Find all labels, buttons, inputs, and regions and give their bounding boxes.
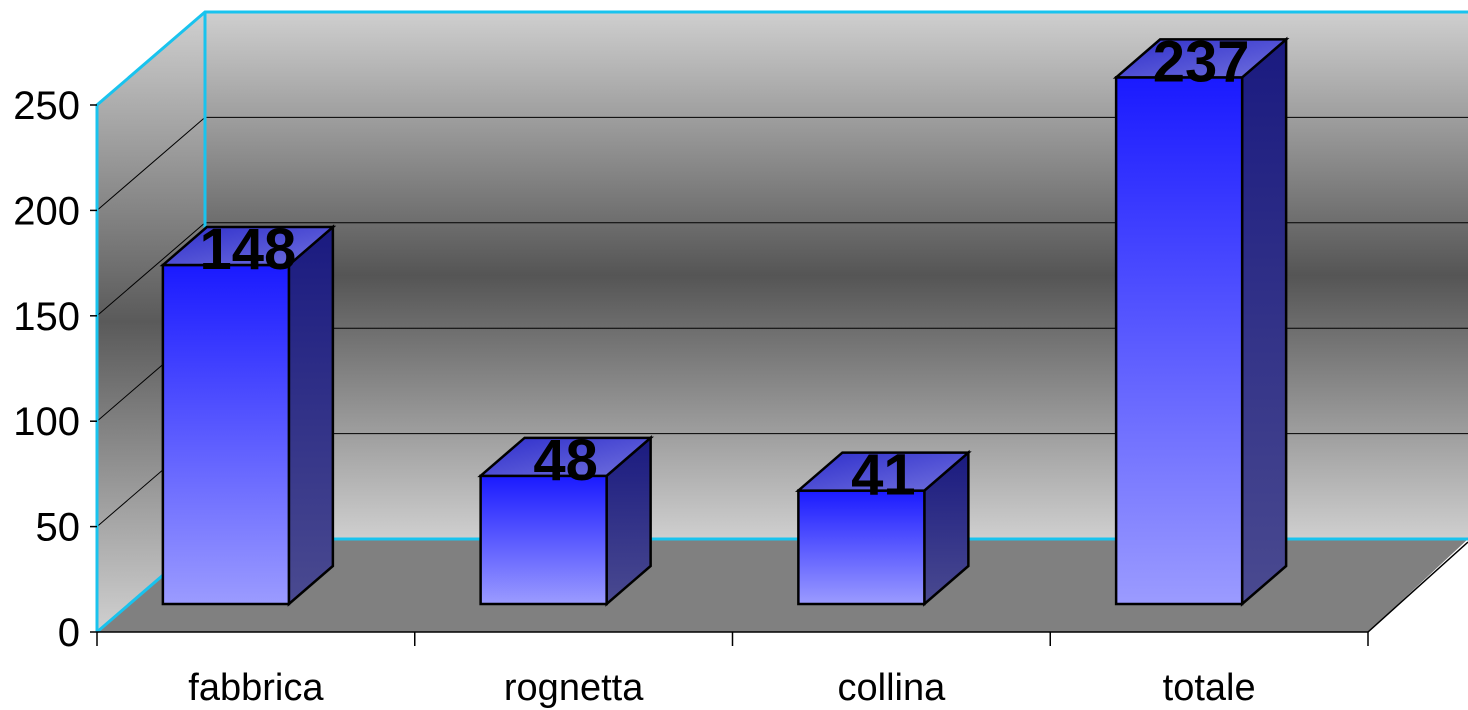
bar-front [1114,76,1244,606]
y-tick-label: 50 [36,506,81,550]
y-tick-label: 250 [13,84,80,128]
bar-top [477,436,654,478]
x-axis [96,541,1468,646]
data-label: 41 [851,443,916,508]
bar-top [1112,38,1290,79]
data-labels: 148 48 41 237 [199,29,1249,507]
bar [1112,36,1290,607]
bar-top [795,451,972,492]
bar [477,435,654,607]
gridline-side [96,222,206,317]
y-tick-label: 100 [13,400,80,444]
bar [159,224,337,607]
data-label: 48 [533,428,598,493]
bar-top [159,225,337,267]
bar-front [797,489,926,606]
y-tick-label: 200 [13,189,80,233]
data-label: 237 [1153,29,1250,94]
bar [795,449,972,607]
x-tick-label: collina [838,667,947,709]
bars [159,36,1290,607]
bar-front [479,474,608,606]
x-tick-label: rognetta [504,667,644,709]
bar-side [1240,36,1288,607]
gridline-side [96,117,206,211]
x-tick-label: totale [1163,667,1256,709]
x-tick-label: fabbrica [188,667,324,709]
bar-front [161,263,291,606]
y-tick-label: 0 [58,611,80,655]
bar-side [287,224,335,607]
y-axis-labels: 0 50 100 150 200 250 [13,84,97,655]
x-axis-labels: fabbrica rognetta collina totale [188,667,1255,709]
data-label: 148 [199,217,296,282]
y-tick-label: 150 [13,295,80,339]
